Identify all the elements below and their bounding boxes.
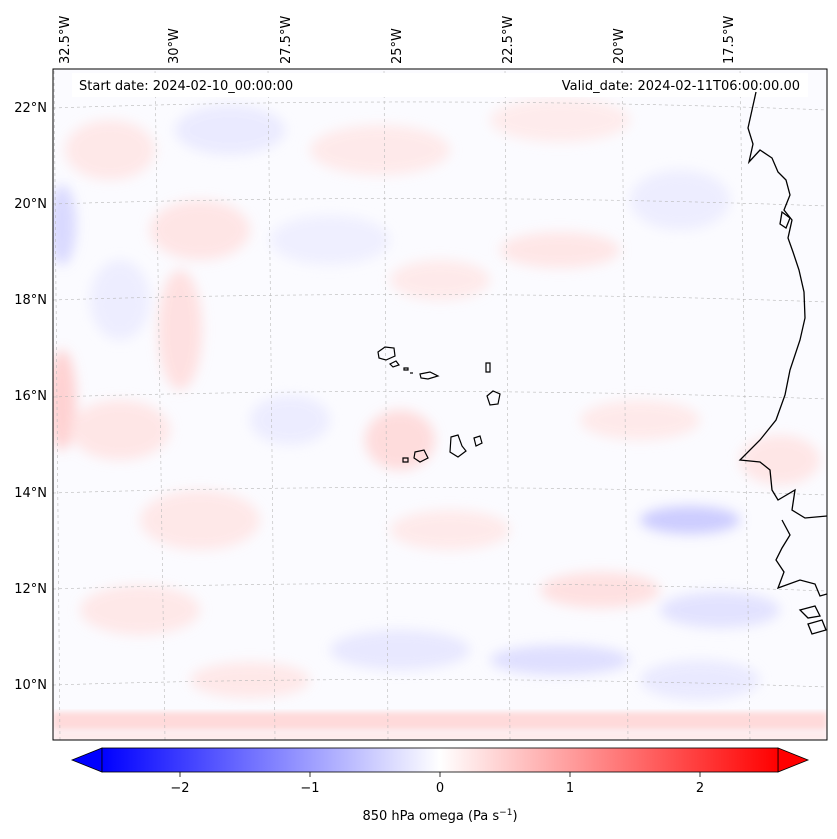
lat-tick-labels: 22°N 20°N 18°N 16°N 14°N 12°N 10°N (14, 101, 47, 693)
colorbar-label-main: 850 hPa omega (Pa s (362, 809, 499, 824)
colorbar-tick-label-2: 0 (436, 781, 444, 796)
lon-tick-2: 27.5°W (279, 16, 294, 64)
colorbar-min-extend (70, 747, 103, 773)
lon-tick-0: 32.5°W (58, 16, 73, 64)
lon-tick-6: 17.5°W (722, 16, 737, 64)
colorbar-tick-label-4: 2 (696, 781, 704, 796)
lon-tick-4: 22.5°W (501, 16, 516, 64)
lon-tick-1: 30°W (167, 28, 182, 64)
colorbar-label-sup: −1 (499, 808, 512, 818)
lat-tick-5: 12°N (14, 582, 47, 597)
lat-tick-0: 22°N (14, 101, 47, 116)
lon-tick-3: 25°W (390, 28, 405, 64)
lat-tick-1: 20°N (14, 197, 47, 212)
valid-date-label: Valid_date: 2024-02-11T06:00:00.00 (562, 79, 800, 94)
colorbar-tick-label-0: −2 (170, 781, 189, 796)
lat-tick-2: 18°N (14, 293, 47, 308)
header-band (72, 73, 808, 97)
colorbar-tick-label-1: −1 (300, 781, 319, 796)
lat-tick-6: 10°N (14, 678, 47, 693)
lon-tick-labels: 32.5°W 30°W 27.5°W 25°W 22.5°W 20°W 17.5… (58, 16, 737, 64)
cape-verde-islands (377, 346, 501, 463)
colorbar-ticks: −2 −1 0 1 2 (170, 772, 704, 796)
plot-frame (52, 68, 828, 741)
lat-tick-3: 16°N (14, 389, 47, 404)
coastline (738, 91, 827, 635)
colorbar-label: 850 hPa omega (Pa s−1) (362, 808, 517, 824)
colorbar-label-end: ) (512, 809, 517, 824)
start-date-label: Start date: 2024-02-10_00:00:00 (79, 79, 293, 94)
colorbar-tick-label-3: 1 (566, 781, 574, 796)
lon-tick-5: 20°W (612, 28, 627, 64)
colorbar: −2 −1 0 1 2 850 hPa omega (Pa s−1) (70, 747, 810, 824)
colorbar-max-extend (777, 747, 810, 773)
omega-field (53, 98, 827, 740)
lat-tick-4: 14°N (14, 486, 47, 501)
colorbar-gradient (101, 747, 779, 773)
graticule (53, 69, 827, 740)
